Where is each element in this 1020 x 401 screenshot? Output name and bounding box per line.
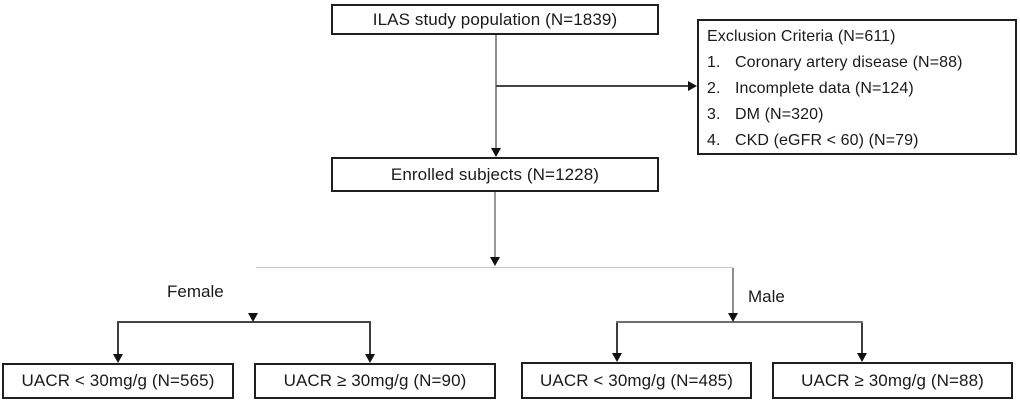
connector-leaf-line (861, 323, 863, 353)
connector-branch-horizontal-line (256, 267, 733, 268)
arrowhead-right-icon (688, 81, 697, 91)
exclusion-item-number: 4. (707, 132, 721, 149)
arrowhead-down-icon (113, 354, 123, 363)
exclusion-item: 1. Coronary artery disease (N=88) (707, 50, 1009, 76)
connector-leaf-line (117, 323, 119, 354)
exclusion-item-number: 3. (707, 106, 721, 123)
connector-leaf-line (369, 323, 371, 354)
connector-male-drop-line (732, 268, 734, 313)
connector-female-split-line (117, 321, 371, 323)
female-uacr-normal-box: UACR < 30mg/g (N=565) (2, 363, 234, 399)
exclusion-item-text: Coronary artery disease (N=88) (735, 54, 963, 71)
arrowhead-down-icon (248, 313, 258, 322)
female-branch-label: Female (167, 282, 224, 301)
connector-male-split-line (616, 321, 863, 323)
exclusion-criteria-box: Exclusion Criteria (N=611) 1. Coronary a… (697, 19, 1017, 155)
arrowhead-down-icon (490, 257, 500, 266)
arrowhead-down-icon (365, 354, 375, 363)
male-uacr-normal-box: UACR < 30mg/g (N=485) (521, 362, 752, 399)
exclusion-item-number: 2. (707, 80, 721, 97)
arrowhead-down-icon (491, 148, 501, 157)
exclusion-criteria-title: Exclusion Criteria (N=611) (707, 28, 896, 45)
connector-to-exclusion-line (496, 85, 688, 87)
connector-leaf-line (616, 323, 618, 353)
exclusion-item-number: 1. (707, 54, 721, 71)
exclusion-item: 4. CKD (eGFR < 60) (N=79) (707, 128, 1009, 154)
exclusion-item: 3. DM (N=320) (707, 102, 1009, 128)
exclusion-item-text: DM (N=320) (735, 106, 824, 123)
male-uacr-elevated-box: UACR ≥ 30mg/g (N=88) (772, 362, 1013, 399)
female-uacr-elevated-box: UACR ≥ 30mg/g (N=90) (254, 363, 496, 399)
connector-top-to-enrolled-line (495, 35, 497, 148)
male-branch-label: Male (748, 287, 785, 306)
exclusion-item: 2. Incomplete data (N=124) (707, 76, 1009, 102)
arrowhead-down-icon (728, 313, 738, 322)
connector-enrolled-to-branch-line (494, 192, 496, 257)
study-population-box: ILAS study population (N=1839) (331, 4, 659, 35)
exclusion-item-text: Incomplete data (N=124) (735, 80, 914, 97)
exclusion-item-text: CKD (eGFR < 60) (N=79) (735, 132, 919, 149)
enrolled-subjects-box: Enrolled subjects (N=1228) (331, 157, 659, 192)
arrowhead-down-icon (612, 353, 622, 362)
arrowhead-down-icon (857, 353, 867, 362)
